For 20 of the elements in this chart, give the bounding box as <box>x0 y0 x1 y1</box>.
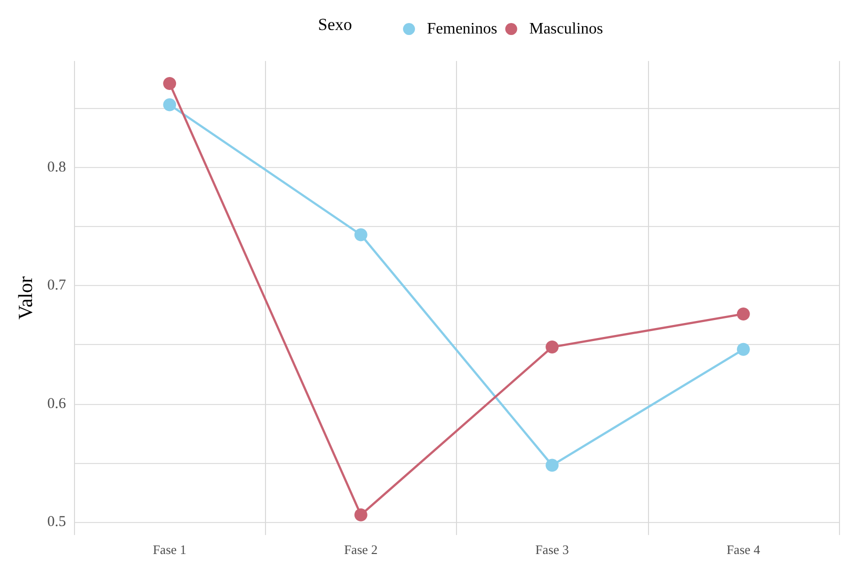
legend-label: Femeninos <box>427 20 498 38</box>
point <box>736 342 750 356</box>
legend-label: Masculinos <box>529 20 603 38</box>
point <box>163 98 176 112</box>
point <box>736 307 750 320</box>
y-tick-label: 0.8 <box>47 159 66 176</box>
x-tick-label: Fase 2 <box>344 542 378 557</box>
point <box>354 228 368 242</box>
point <box>163 76 176 90</box>
y-axis-title: Valor <box>15 276 37 320</box>
point <box>546 458 559 472</box>
x-tick-label: Fase 3 <box>535 542 569 557</box>
y-tick-label: 0.7 <box>47 278 66 294</box>
y-tick-label: 0.5 <box>47 514 66 530</box>
point <box>546 340 559 354</box>
x-tick-label: Fase 1 <box>152 542 186 557</box>
legend-title: Sexo <box>318 15 352 34</box>
point <box>354 508 368 522</box>
y-tick-label: 0.6 <box>47 396 66 412</box>
x-tick-label: Fase 4 <box>726 542 761 557</box>
